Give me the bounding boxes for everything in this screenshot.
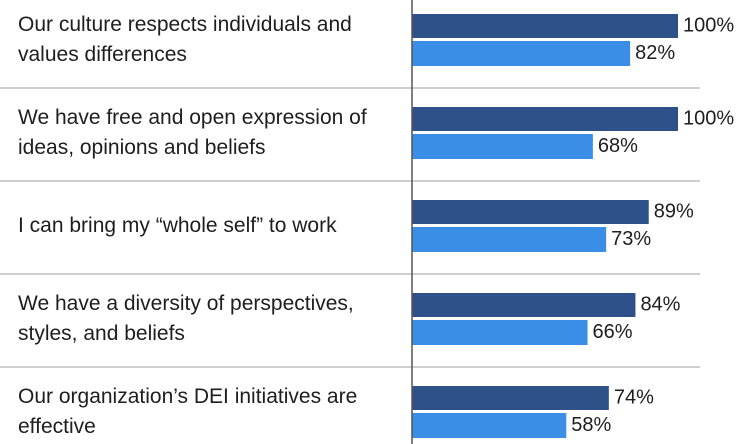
- bar: [412, 134, 593, 159]
- bar: [412, 413, 567, 438]
- bar: [412, 320, 588, 345]
- value-label: 73%: [611, 228, 651, 250]
- value-label: 82%: [635, 42, 675, 64]
- value-label: 89%: [654, 200, 694, 222]
- bar: [412, 386, 609, 410]
- category-label: Our culture respects individuals and val…: [18, 13, 352, 66]
- bar: [412, 200, 649, 224]
- category-label: Our organization’s DEI initiatives are e…: [18, 385, 358, 438]
- bar: [412, 107, 678, 131]
- value-label: 84%: [640, 293, 680, 315]
- value-label: 100%: [683, 107, 734, 129]
- bar: [412, 227, 607, 252]
- category-label: We have a diversity of perspectives, sty…: [18, 292, 354, 345]
- bar: [412, 14, 678, 38]
- value-label: 66%: [593, 321, 633, 343]
- category-label: We have free and open expression of idea…: [18, 106, 367, 159]
- bar: [412, 293, 636, 317]
- value-label: 100%: [683, 14, 734, 36]
- category-label: I can bring my “whole self” to work: [18, 214, 337, 237]
- value-label: 68%: [598, 135, 638, 157]
- value-label: 58%: [571, 414, 611, 436]
- value-label: 74%: [614, 386, 654, 408]
- bar: [412, 41, 631, 66]
